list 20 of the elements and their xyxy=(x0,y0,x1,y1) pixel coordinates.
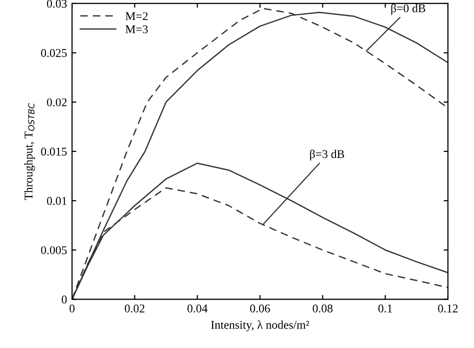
x-tick-label: 0 xyxy=(70,304,75,312)
legend-label: M=3 xyxy=(126,25,148,34)
y-tick-label: 0.02 xyxy=(46,98,67,106)
x-tick-label: 0.06 xyxy=(250,304,270,312)
x-tick-label: 0.04 xyxy=(187,304,208,312)
y-tick-label: 0.01 xyxy=(46,196,66,205)
x-tick-label: 0.08 xyxy=(312,304,333,312)
y-tick-label: 0.025 xyxy=(41,49,67,58)
legend-label: M=2 xyxy=(126,12,148,20)
y-tick-label: 0.015 xyxy=(41,148,67,156)
annotation: β=3 dB xyxy=(310,150,344,160)
y-tick-label: 0 xyxy=(62,296,67,304)
x-tick-label: 0.02 xyxy=(124,304,144,312)
y-tick-label: 0.03 xyxy=(46,0,67,8)
x-tick-label: 0.1 xyxy=(378,304,392,312)
x-axis-title: Intensity, λ nodes/m² xyxy=(211,320,310,332)
annotation: β=0 dB xyxy=(391,4,426,15)
x-tick-label: 0.12 xyxy=(438,304,458,312)
y-tick-label: 0.005 xyxy=(41,246,67,254)
y-axis-title: Throughput, T$_{OSTBC}$ xyxy=(24,103,35,200)
